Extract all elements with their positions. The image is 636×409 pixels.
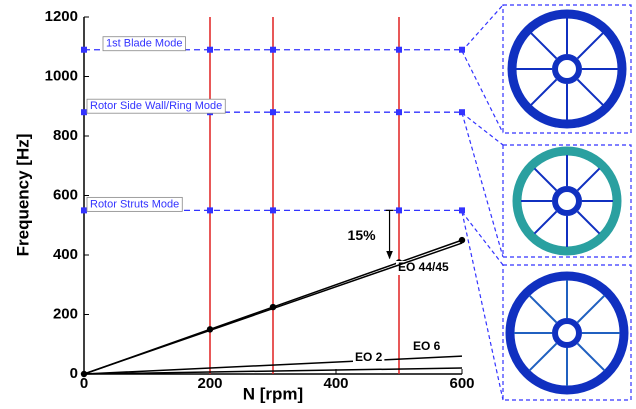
spoke	[528, 294, 558, 324]
point	[207, 46, 213, 53]
point	[81, 109, 87, 116]
spoke	[576, 342, 606, 372]
hub	[552, 186, 582, 216]
eo-label: EO 6	[413, 339, 441, 353]
label-box	[86, 98, 226, 114]
spoke	[576, 294, 606, 324]
y-tick-label: 1200	[45, 8, 78, 25]
annotation: 15%	[348, 227, 377, 243]
eo-line	[83, 367, 463, 375]
label-bg	[411, 340, 443, 354]
y-tick-label: 200	[53, 305, 78, 322]
y-axis-label: Frequency [Hz]	[13, 134, 32, 257]
point	[270, 109, 276, 116]
point	[270, 46, 276, 53]
spoke	[576, 210, 601, 235]
ring	[507, 9, 627, 129]
eo-line	[83, 355, 463, 375]
mode-shape-panels	[461, 4, 632, 401]
point	[396, 207, 402, 214]
eo-label: EO 2	[355, 350, 383, 364]
ring	[505, 271, 629, 395]
mode-label: 1st Blade Mode	[106, 38, 182, 50]
x-tick-label: 0	[80, 375, 88, 392]
point	[459, 109, 465, 116]
spoke	[533, 167, 558, 192]
point	[81, 46, 87, 53]
point	[81, 207, 87, 214]
y-tick-label: 1000	[45, 67, 78, 84]
y-tick-label: 400	[53, 246, 78, 263]
spoke	[530, 32, 558, 60]
mode-label: Rotor Struts Mode	[90, 198, 179, 210]
spoke	[528, 342, 558, 372]
mode-shape-images	[505, 9, 629, 395]
eo-line	[83, 242, 463, 375]
y-tick-label: 600	[53, 186, 78, 203]
point	[459, 46, 465, 53]
ring	[512, 146, 622, 256]
point	[396, 46, 402, 53]
point	[458, 236, 466, 244]
spoke	[576, 32, 604, 60]
point	[207, 207, 213, 214]
spoke	[576, 78, 604, 106]
hub	[552, 54, 582, 84]
mode-label: Rotor Side Wall/Ring Mode	[90, 100, 222, 112]
point	[396, 109, 402, 116]
label-box	[102, 36, 186, 52]
y-tick-label: 800	[53, 127, 78, 144]
x-tick-label: 200	[197, 375, 222, 392]
label-bg	[396, 261, 451, 275]
spoke	[533, 210, 558, 235]
y-tick-label: 0	[70, 365, 78, 382]
spoke	[530, 78, 558, 106]
point	[270, 207, 276, 214]
x-tick-label: 400	[323, 375, 348, 392]
label-bg	[353, 351, 385, 365]
spoke	[576, 167, 601, 192]
label-box	[86, 196, 183, 212]
point	[459, 207, 465, 214]
eo-label: EO 44/45	[398, 260, 449, 274]
x-tick-label: 600	[449, 375, 474, 392]
hub	[552, 318, 582, 348]
x-axis-label: N [rpm]	[243, 384, 303, 403]
